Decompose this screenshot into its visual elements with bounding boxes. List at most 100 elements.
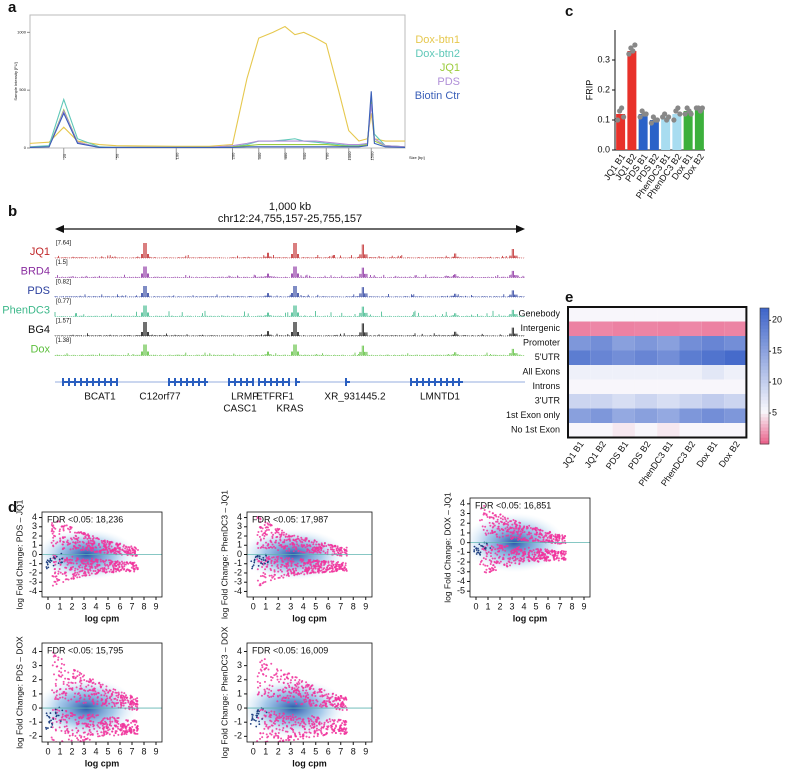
point-decoration [290, 572, 293, 575]
point-decoration [105, 689, 108, 692]
point-decoration [136, 697, 139, 700]
point-decoration [292, 538, 295, 541]
point-decoration [294, 723, 297, 726]
annotation: FDR <0.05: 16,009 [252, 645, 328, 655]
point-decoration [528, 533, 531, 536]
point-decoration [89, 689, 92, 692]
point-decoration [295, 569, 298, 572]
point-decoration [507, 521, 510, 524]
y-axis-label: log Fold Change: PDS – DOX [14, 636, 24, 749]
point-decoration [344, 552, 347, 555]
point-decoration [277, 736, 280, 739]
exon [228, 378, 230, 386]
point-decoration [485, 533, 488, 536]
heat-cell [701, 336, 725, 351]
point-decoration [65, 566, 68, 569]
point-decoration [514, 562, 517, 565]
point-decoration [96, 560, 99, 563]
point-decoration [109, 562, 112, 565]
point-decoration [286, 730, 289, 733]
x-tick-label: 3 [288, 746, 293, 756]
point-decoration [250, 560, 253, 563]
point-decoration [106, 552, 109, 555]
point-decoration [341, 722, 344, 725]
exon [110, 378, 112, 386]
point-decoration [537, 560, 540, 563]
point-decoration [264, 533, 267, 536]
point-decoration [77, 536, 80, 539]
point-decoration [301, 735, 304, 738]
point-decoration [293, 732, 296, 735]
point-decoration [131, 547, 134, 550]
point-decoration [277, 719, 280, 722]
point-decoration [316, 549, 319, 552]
point-decoration [65, 721, 68, 724]
point-decoration [55, 720, 58, 723]
point-decoration [295, 691, 298, 694]
series-line [29, 101, 406, 148]
point-decoration [96, 696, 99, 699]
point-decoration [45, 566, 48, 568]
point-decoration [111, 691, 114, 694]
point-decoration [501, 532, 504, 535]
point-decoration [270, 574, 273, 577]
point-decoration [89, 539, 92, 542]
point-decoration [121, 702, 124, 705]
point-decoration [76, 531, 79, 534]
point-decoration [70, 739, 73, 742]
point-decoration [286, 701, 289, 704]
point-decoration [129, 552, 132, 555]
heat-cell [568, 365, 591, 380]
point-decoration [76, 723, 79, 726]
point-decoration [111, 550, 114, 553]
point-decoration [514, 559, 517, 562]
exon [410, 378, 412, 386]
point-decoration [126, 561, 129, 564]
point-decoration [551, 554, 554, 557]
point-decoration [338, 719, 341, 722]
point-decoration [340, 695, 343, 698]
point-decoration [259, 732, 262, 735]
point-decoration [333, 550, 336, 553]
point-decoration [263, 531, 266, 534]
point-decoration [85, 722, 88, 725]
point-decoration [536, 557, 539, 560]
point-decoration [275, 672, 278, 675]
point-decoration [278, 694, 281, 697]
point-decoration [57, 714, 60, 717]
point-decoration [304, 546, 307, 549]
point-decoration [53, 534, 56, 537]
point-decoration [280, 669, 283, 672]
point-decoration [516, 524, 519, 527]
point-decoration [513, 521, 516, 524]
point-decoration [319, 729, 322, 732]
point-decoration [111, 716, 114, 719]
x-tick-label: 3 [81, 601, 86, 611]
point-decoration [274, 561, 277, 564]
point-decoration [341, 728, 344, 731]
annotation: FDR <0.05: 16,851 [475, 500, 551, 510]
point-decoration [97, 735, 100, 738]
point-decoration [334, 732, 337, 735]
point-decoration [101, 541, 104, 544]
x-axis-label: log cpm [85, 613, 120, 623]
point-decoration [340, 565, 343, 568]
point-decoration [304, 723, 307, 726]
point-decoration [117, 691, 120, 694]
point-decoration [91, 549, 94, 552]
point-decoration [89, 723, 92, 726]
point-decoration [98, 735, 101, 738]
replicate-dot [630, 48, 636, 54]
point-decoration [258, 560, 261, 563]
point-decoration [297, 680, 300, 683]
x-tick-label: 6 [117, 601, 122, 611]
point-decoration [281, 541, 284, 544]
point-decoration [294, 539, 297, 542]
x-tick-label: 7 [557, 601, 562, 611]
point-decoration [66, 563, 69, 566]
point-decoration [312, 543, 315, 546]
point-decoration [125, 733, 128, 736]
point-decoration [482, 512, 485, 515]
point-decoration [107, 691, 110, 694]
point-decoration [107, 567, 110, 570]
